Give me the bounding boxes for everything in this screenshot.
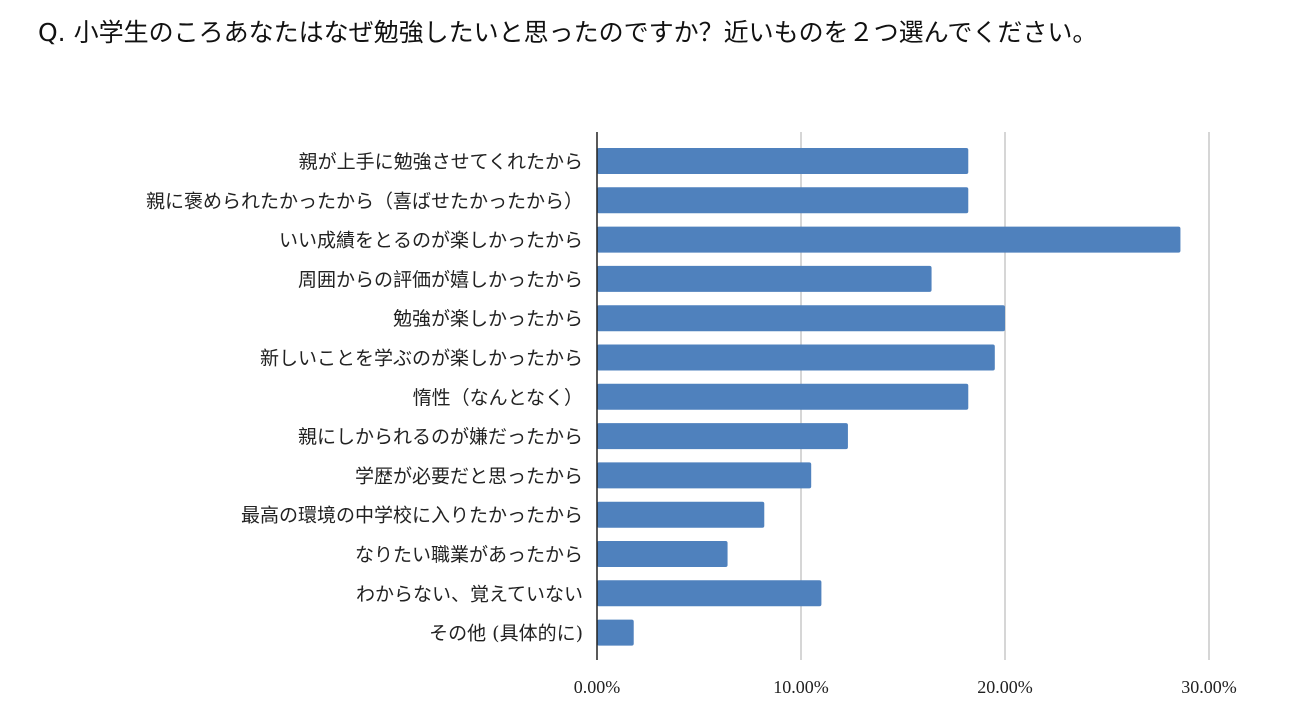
bar [597,265,932,292]
category-label: 親に褒められたかったから（喜ばせたかったから） [146,190,583,212]
category-label: 新しいことを学ぶのが楽しかったから [260,348,583,370]
bar [597,501,765,528]
question-text: Q. 小学生のころあなたはなぜ勉強したいと思ったのですか？近いものを２つ選んでく… [38,18,1098,47]
category-label: 親が上手に勉強させてくれたから [299,151,583,173]
category-label: その他 (具体的に) [429,623,583,645]
bar [597,619,634,646]
category-label: いい成績をとるのが楽しかったから [279,230,583,252]
x-tick-label: 30.00% [1181,677,1237,697]
category-label: 親にしかられるのが嫌だったから [298,426,583,448]
bar [597,580,822,607]
x-tick-label: 0.00% [574,677,621,697]
bar [597,344,995,371]
category-label: なりたい職業があったから [355,544,583,566]
x-tick-label: 10.00% [773,677,829,697]
bar [597,383,969,410]
x-tick-label: 20.00% [977,677,1033,697]
category-label: 惰性（なんとなく） [413,387,583,409]
bar [597,226,1181,253]
bar [597,187,969,214]
bar [597,305,1005,332]
bar [597,148,969,174]
category-label: 最高の環境の中学校に入りたかったから [241,505,583,527]
category-label: 学歴が必要だと思ったから [355,465,583,487]
bar [597,541,728,567]
bar [597,423,848,450]
bar [597,462,812,489]
category-label: 周囲からの評価が嬉しかったから [298,269,583,291]
category-label: 勉強が楽しかったから [393,308,583,330]
category-label: わからない、覚えていない [356,583,583,605]
